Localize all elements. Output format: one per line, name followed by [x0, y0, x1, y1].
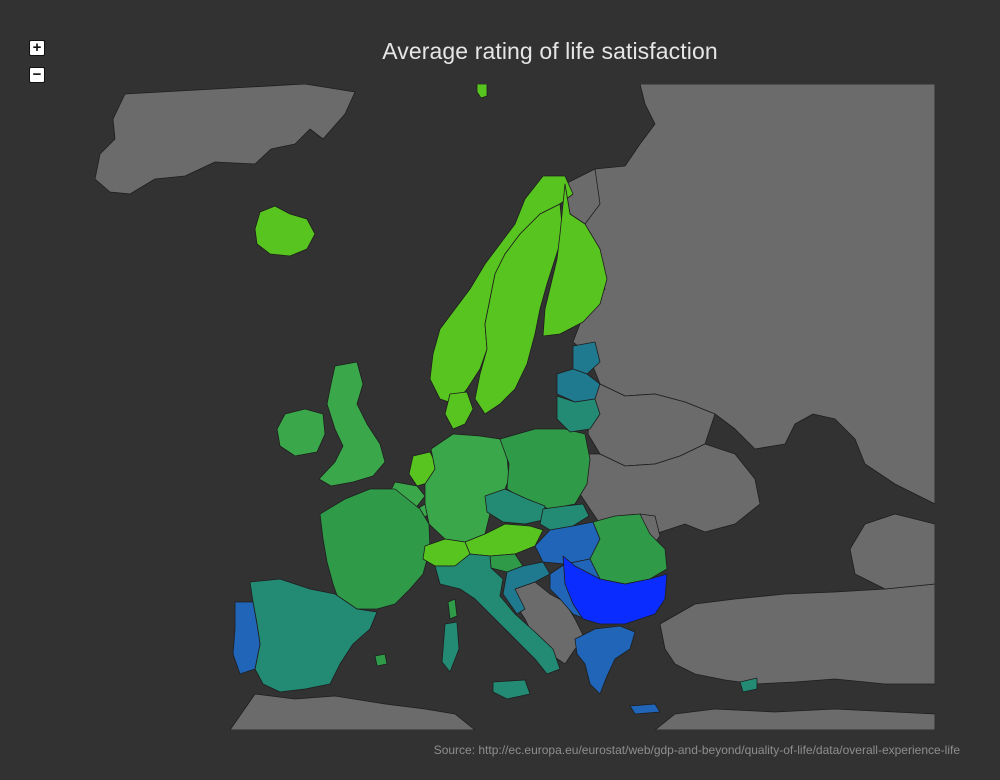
source-attribution: Source: http://ec.europa.eu/eurostat/web… [433, 743, 960, 757]
country-cyprus[interactable] [739, 677, 758, 693]
country-bulgaria[interactable] [562, 555, 668, 625]
country-north-africa[interactable] [229, 693, 476, 730]
country-romania[interactable] [589, 513, 668, 585]
country-malta[interactable] [374, 653, 388, 667]
country-caucasus[interactable] [849, 513, 935, 590]
country-slovakia[interactable] [539, 503, 590, 531]
country-greenland[interactable] [95, 84, 356, 195]
plus-icon: + [32, 39, 42, 56]
country-germany[interactable] [424, 433, 510, 543]
country-latvia[interactable] [556, 368, 601, 403]
country-svalbard[interactable] [476, 84, 488, 99]
country-united-kingdom[interactable] [318, 361, 386, 487]
country-france[interactable] [319, 488, 431, 610]
country-libya-egypt[interactable] [654, 708, 935, 730]
country-corsica[interactable] [447, 598, 458, 620]
country-turkey[interactable] [659, 583, 935, 685]
country-portugal[interactable] [232, 601, 261, 675]
choropleth-map[interactable] [95, 84, 935, 730]
map-title: Average rating of life satisfaction [382, 38, 718, 64]
country-sardinia[interactable] [441, 621, 460, 673]
zoom-in-button[interactable]: + [29, 40, 45, 56]
country-ireland[interactable] [276, 408, 326, 457]
minus-icon: − [32, 66, 42, 83]
country-sweden[interactable] [474, 203, 564, 415]
country-western-balkans[interactable] [514, 581, 586, 665]
country-iceland[interactable] [254, 205, 316, 257]
country-crete[interactable] [629, 703, 661, 715]
country-greece[interactable] [574, 625, 636, 695]
country-denmark[interactable] [444, 391, 474, 430]
country-poland[interactable] [499, 428, 591, 510]
country-sicily[interactable] [492, 679, 531, 700]
country-estonia[interactable] [572, 341, 601, 375]
zoom-out-button[interactable]: − [29, 67, 45, 83]
country-italy[interactable] [434, 553, 561, 675]
country-lithuania[interactable] [556, 395, 601, 433]
country-finland[interactable] [542, 183, 608, 337]
country-croatia[interactable] [502, 561, 551, 615]
